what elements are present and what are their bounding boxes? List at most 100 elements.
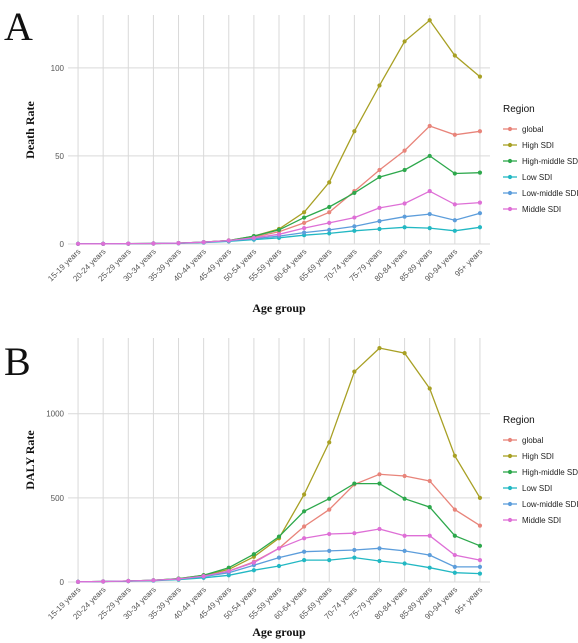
data-point [427, 565, 432, 570]
data-point [477, 523, 483, 528]
legend-entry: Low-middle SDI [522, 189, 578, 198]
data-point [352, 224, 357, 229]
data-point [276, 546, 282, 551]
data-point [251, 552, 256, 557]
legend-entry: Low SDI [522, 484, 552, 493]
data-point [101, 579, 106, 584]
data-point [327, 558, 332, 563]
data-point [151, 241, 156, 246]
legend-entry: Middle SDI [522, 205, 561, 214]
data-point [302, 509, 307, 514]
legend-entry: global [522, 125, 544, 134]
legend-entry: High-middle SDI [522, 157, 578, 166]
data-point [477, 74, 483, 79]
data-point [327, 548, 332, 553]
data-point [302, 210, 307, 215]
legend-marker [507, 190, 513, 196]
data-point [302, 558, 307, 563]
legend: Region global High SDI High-middle SDI Low S… [503, 104, 578, 214]
data-point [427, 226, 432, 231]
y-tick-label: 100 [51, 64, 65, 73]
legend-marker [507, 501, 513, 507]
data-point [302, 536, 307, 541]
data-point [377, 174, 382, 180]
data-point [302, 226, 307, 231]
legend-marker [507, 126, 513, 132]
data-point [402, 548, 407, 553]
data-point [427, 386, 432, 391]
data-point [427, 123, 432, 129]
data-point [151, 578, 156, 583]
data-point [477, 200, 483, 205]
data-point [302, 230, 307, 235]
data-point [477, 558, 483, 563]
data-point [402, 39, 407, 44]
data-point [226, 565, 231, 570]
legend-marker [507, 437, 513, 443]
data-point [452, 171, 457, 176]
data-point [477, 543, 483, 548]
data-point [452, 453, 457, 458]
data-point [377, 472, 382, 477]
data-point [477, 170, 483, 175]
data-point [276, 227, 282, 233]
data-point [452, 507, 457, 512]
data-point [327, 440, 332, 445]
x-tick-label: 95+ years [453, 247, 484, 278]
data-point [427, 18, 432, 23]
legend-marker [507, 142, 513, 148]
y-axis-title: DALY Rate [23, 430, 37, 490]
data-point [377, 481, 382, 486]
data-point [276, 232, 282, 237]
data-point [327, 231, 332, 236]
panel-label: B [4, 339, 31, 384]
legend-marker [507, 158, 513, 164]
data-point [402, 351, 407, 356]
data-point [302, 524, 307, 529]
x-tick-label: 95+ years [453, 585, 484, 616]
legend-entry: High SDI [522, 452, 554, 461]
legend-marker [507, 469, 513, 475]
x-axis-title: Age group [252, 625, 306, 639]
series-middle-sdi [75, 526, 483, 584]
data-point [452, 552, 457, 558]
data-point [402, 201, 407, 206]
data-point [201, 574, 206, 579]
legend-marker [507, 485, 513, 491]
legend-title: Region [503, 104, 535, 115]
y-tick-label: 50 [55, 152, 64, 161]
y-tick-label: 1000 [46, 410, 64, 419]
data-point [452, 570, 457, 575]
legend-title: Region [503, 415, 535, 426]
data-point [377, 526, 382, 532]
data-point [377, 167, 382, 173]
data-point [377, 558, 382, 564]
data-point [452, 218, 457, 223]
data-point [452, 564, 457, 569]
data-point [452, 202, 457, 207]
data-point [452, 228, 457, 233]
data-point [452, 53, 457, 58]
data-point [251, 568, 256, 573]
data-point [176, 576, 181, 582]
data-point [427, 533, 432, 538]
data-point [352, 481, 357, 486]
data-point [477, 571, 483, 576]
data-point [352, 369, 357, 374]
data-point [276, 563, 282, 569]
legend: Region global High SDI High-middle SDI Low S… [503, 415, 578, 525]
data-point [402, 167, 407, 173]
data-point [201, 240, 206, 245]
legend-entry: High-middle SDI [522, 468, 578, 477]
data-point [327, 227, 332, 233]
legend-entry: global [522, 436, 544, 445]
data-point [427, 552, 432, 558]
data-point [452, 533, 457, 538]
data-point [75, 241, 81, 246]
data-point [452, 132, 457, 137]
data-point [402, 533, 407, 538]
